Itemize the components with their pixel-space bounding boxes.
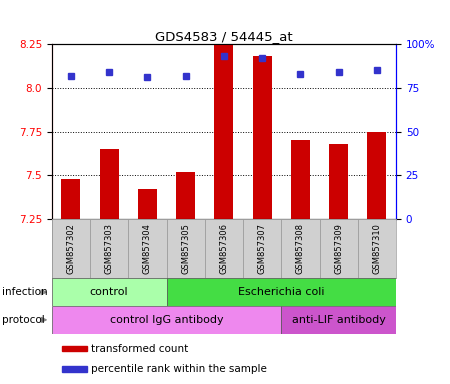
Bar — [252, 56, 272, 219]
Text: GSM857308: GSM857308 — [296, 223, 305, 274]
Bar — [367, 132, 387, 219]
Text: transformed count: transformed count — [91, 344, 188, 354]
Text: GSM857304: GSM857304 — [143, 223, 152, 274]
Text: percentile rank within the sample: percentile rank within the sample — [91, 364, 267, 374]
Text: protocol: protocol — [2, 315, 45, 325]
Bar — [62, 346, 87, 351]
Bar — [166, 278, 396, 306]
Text: GSM857309: GSM857309 — [334, 223, 343, 274]
Bar — [90, 219, 128, 278]
Bar — [243, 219, 281, 278]
Text: GSM857310: GSM857310 — [373, 223, 382, 274]
Text: anti-LIF antibody: anti-LIF antibody — [292, 315, 386, 325]
Text: GSM857306: GSM857306 — [220, 223, 228, 274]
Bar — [176, 172, 195, 219]
Bar — [52, 219, 90, 278]
Title: GDS4583 / 54445_at: GDS4583 / 54445_at — [155, 30, 292, 43]
Text: Escherichia coli: Escherichia coli — [238, 287, 324, 297]
Bar — [128, 219, 166, 278]
Text: GSM857307: GSM857307 — [257, 223, 266, 274]
Bar — [214, 44, 234, 219]
Text: GSM857303: GSM857303 — [104, 223, 113, 274]
Text: control: control — [90, 287, 128, 297]
Bar — [358, 219, 396, 278]
Bar — [329, 144, 348, 219]
Bar — [52, 306, 281, 334]
Bar — [281, 306, 396, 334]
Bar — [61, 179, 81, 219]
Bar — [62, 366, 87, 372]
Bar — [138, 189, 157, 219]
Text: GSM857305: GSM857305 — [181, 223, 190, 274]
Bar — [291, 140, 310, 219]
Text: infection: infection — [2, 287, 48, 297]
Bar — [52, 278, 166, 306]
Bar — [281, 219, 320, 278]
Text: control IgG antibody: control IgG antibody — [110, 315, 223, 325]
Bar — [320, 219, 358, 278]
Bar — [205, 219, 243, 278]
Bar — [99, 149, 119, 219]
Text: GSM857302: GSM857302 — [67, 223, 76, 274]
Bar — [166, 219, 205, 278]
